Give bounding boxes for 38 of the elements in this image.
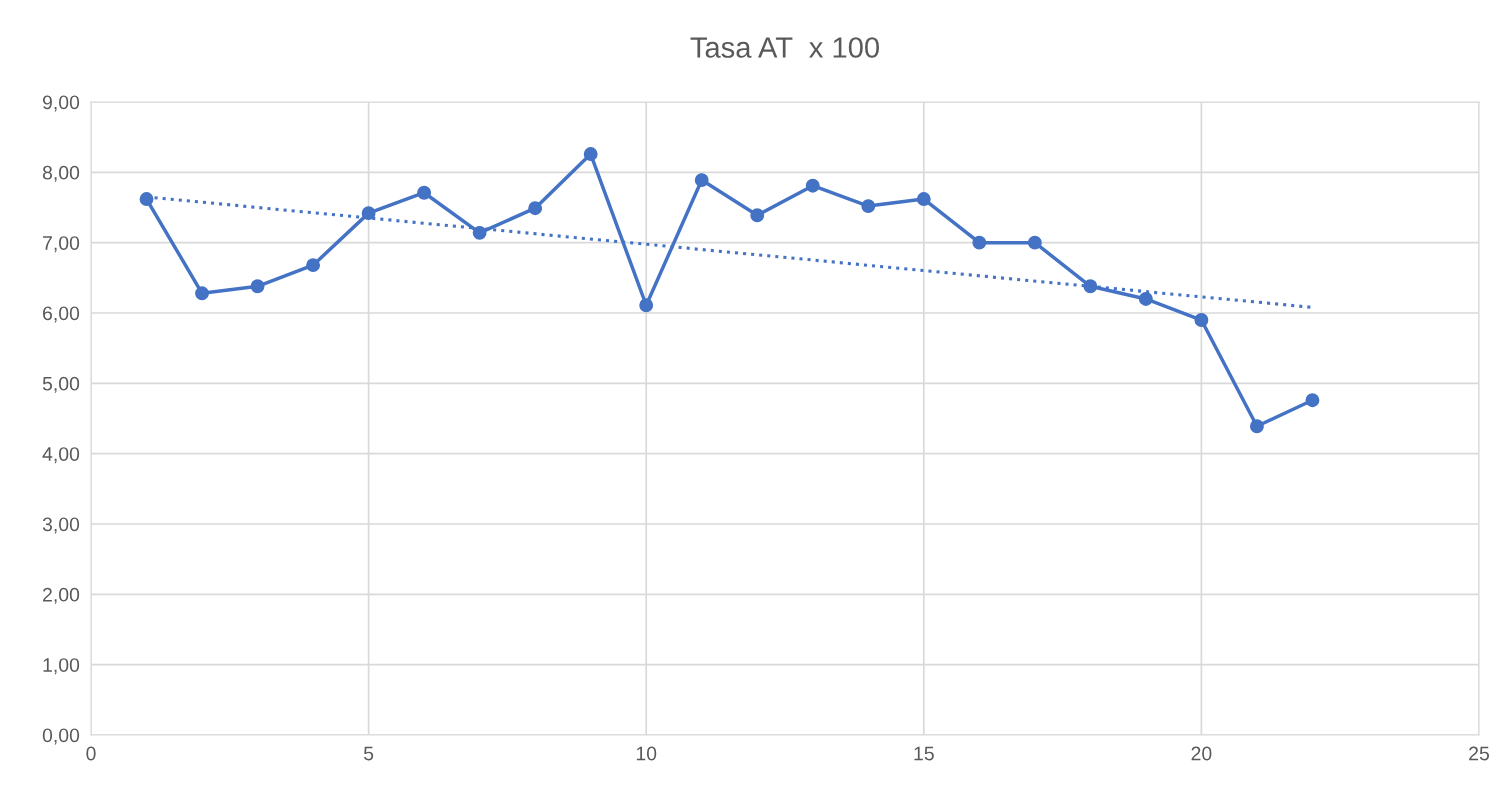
- point: [694, 173, 709, 188]
- point: [528, 201, 543, 216]
- x-tick-label: 10: [636, 746, 657, 761]
- point: [139, 192, 154, 207]
- y-tick-label: 1,00: [43, 658, 80, 675]
- y-tick-label: 8,00: [42, 165, 80, 182]
- point: [1194, 313, 1209, 327]
- point: [195, 286, 209, 301]
- y-tick-label: 3,00: [42, 517, 80, 534]
- y-tick-label: 0,00: [42, 728, 80, 745]
- x-tick-label: 0: [86, 746, 96, 761]
- x-tick-label: 25: [1469, 746, 1489, 761]
- y-tick-label: 2,00: [43, 587, 80, 604]
- point: [1249, 419, 1264, 434]
- point: [250, 279, 265, 294]
- y-tick-label: 4,00: [42, 447, 80, 464]
- point: [916, 192, 931, 207]
- y-tick-label: 5,00: [42, 376, 80, 393]
- point: [972, 235, 987, 250]
- x-tick-label: 15: [914, 746, 934, 761]
- point: [750, 208, 765, 223]
- point: [361, 206, 376, 221]
- point: [1305, 393, 1320, 408]
- point: [861, 199, 876, 214]
- x-tick-label: 20: [1191, 746, 1212, 761]
- y-tick-label: 9,00: [42, 95, 80, 112]
- y-tick-label: 7,00: [43, 236, 80, 253]
- point: [417, 185, 432, 200]
- point: [306, 258, 321, 273]
- point: [583, 147, 598, 161]
- y-tick-label: 6,00: [43, 306, 80, 323]
- point: [1138, 291, 1153, 306]
- point: [639, 298, 654, 313]
- chart-title: Tasa AT x 100: [690, 37, 879, 58]
- point: [1027, 235, 1042, 250]
- point: [805, 178, 820, 193]
- point: [472, 225, 487, 240]
- x-tick-label: 5: [363, 746, 374, 761]
